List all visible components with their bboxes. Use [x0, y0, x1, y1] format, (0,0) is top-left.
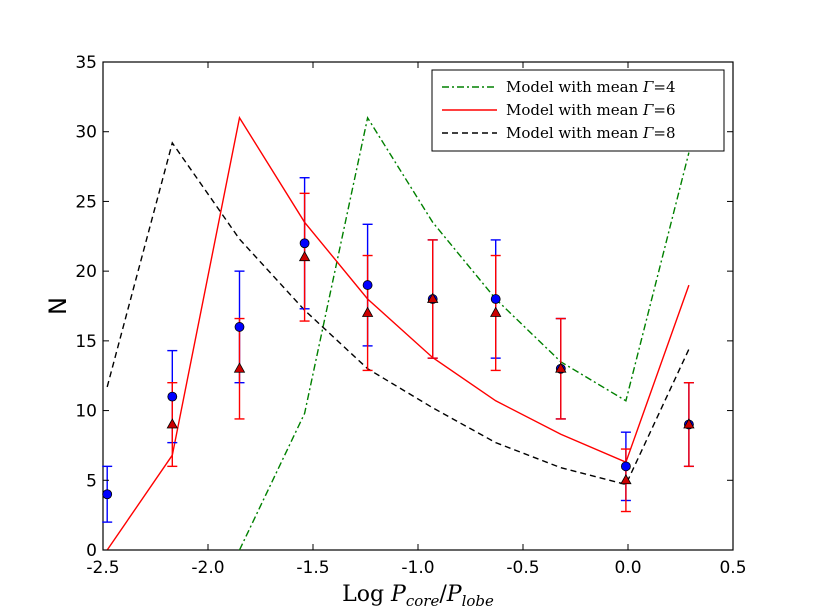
x-axis-title-slash: / [439, 582, 447, 607]
x-tick-label: -1.5 [296, 558, 329, 578]
legend-label-gamma8: Model with mean Γ=8 [506, 124, 676, 142]
x-axis-title-p2: P [446, 582, 463, 607]
data-point-circle [299, 238, 310, 249]
data-point-triangle [555, 362, 567, 373]
ticks-layer: -2.5 -2.0 -1.5 -1.0 -0.5 0.0 0.5 0 5 10 15 20 25 30 35 [75, 53, 746, 578]
data-point-triangle [361, 306, 374, 317]
points-layer [102, 177, 695, 523]
y-tick-label: 10 [75, 402, 97, 422]
data-point-circle [621, 461, 631, 472]
legend-label-gamma6: Model with mean Γ=6 [506, 101, 676, 119]
series-line-gamma6 [106, 115, 690, 551]
x-axis-title-p1: P [390, 582, 407, 607]
data-point-triangle [490, 306, 502, 317]
x-tick-label: -0.5 [506, 558, 539, 578]
x-axis-title-sub1: core [406, 592, 440, 610]
data-point-triangle [166, 418, 178, 429]
data-point-circle [362, 280, 373, 290]
x-tick-label: 0.0 [614, 558, 641, 578]
data-point-triangle [683, 418, 695, 429]
series-layer [106, 115, 690, 551]
data-point-triangle [298, 250, 311, 262]
series-line-gamma4 [238, 115, 690, 551]
y-tick-label: 25 [75, 192, 97, 212]
y-tick-label: 15 [75, 332, 97, 352]
data-point-triangle [427, 292, 439, 303]
y-axis-title: N [44, 297, 72, 315]
data-point-circle [167, 391, 178, 402]
x-tick-label: -1.0 [401, 558, 434, 578]
legend: Model with mean Γ=4 Model with mean Γ=6 … [431, 69, 725, 152]
x-axis-title: Log Pcore/Plobe [342, 582, 494, 610]
y-tick-label: 5 [86, 471, 97, 491]
data-point-circle [102, 489, 113, 500]
legend-label-gamma4: Model with mean Γ=4 [506, 78, 676, 96]
y-tick-label: 20 [75, 262, 97, 282]
data-point-circle [490, 294, 501, 304]
data-point-triangle [620, 473, 632, 485]
x-tick-label: -2.5 [86, 558, 119, 578]
y-tick-label: 0 [86, 541, 97, 561]
series-line-gamma8 [106, 141, 690, 486]
x-axis-title-prefix: Log [342, 582, 391, 607]
y-tick-label: 30 [75, 123, 97, 143]
x-tick-label: 0.5 [719, 558, 746, 578]
x-tick-label: -2.0 [191, 558, 224, 578]
x-axis-title-sub2: lobe [462, 592, 494, 610]
data-point-circle [234, 322, 245, 332]
y-tick-label: 35 [75, 53, 97, 73]
data-point-triangle [233, 362, 246, 373]
